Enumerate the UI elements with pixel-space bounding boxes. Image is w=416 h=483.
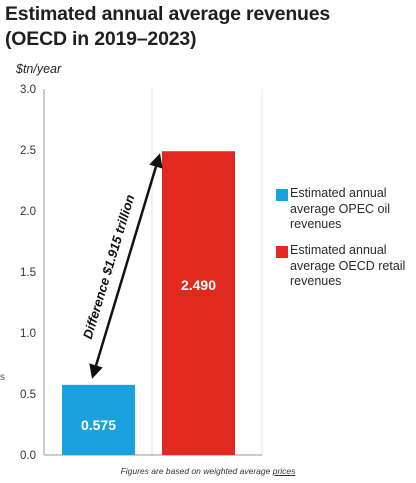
- difference-arrow-head-top: [149, 153, 163, 169]
- legend-opec-line-3: revenues: [290, 217, 342, 231]
- bar-value-label: 0.575: [81, 417, 116, 433]
- bar-value-label: 2.490: [181, 277, 216, 293]
- y-tick-label: 3.0: [20, 84, 36, 96]
- legend-opec-line-2: average OPEC oil: [290, 201, 391, 216]
- cropped-edge-character: s: [0, 372, 5, 383]
- chart-title-line-2: (OECD in 2019–2023): [5, 28, 197, 50]
- legend-oecd-line-3: revenues: [290, 274, 342, 288]
- bar-opec: [62, 384, 135, 455]
- y-tick-label: 0.5: [20, 389, 36, 401]
- difference-annotation-label: Difference $1.915 trillion: [80, 193, 138, 341]
- footnote-link-prices[interactable]: prices: [272, 466, 296, 476]
- legend-label-oecd: Estimated annual average OECD retail rev…: [290, 243, 414, 290]
- difference-arrow-shaft: [94, 166, 158, 366]
- footnote: Figures are based on weighted average pr…: [0, 466, 416, 476]
- bar-oecd: [162, 151, 235, 455]
- y-tick-label: 1.5: [20, 267, 36, 279]
- legend-opec-line-1: Estimated annual: [290, 186, 387, 200]
- chart-title-line-1: Estimated annual average revenues: [5, 3, 331, 25]
- y-axis-unit-label: $tn/year: [16, 62, 62, 76]
- chart-title: Estimated annual average revenues (OECD …: [5, 2, 330, 52]
- legend-oecd-line-2: average OECD retail: [290, 258, 406, 273]
- footnote-text: Figures are based on weighted average: [120, 466, 271, 476]
- y-tick-label: 0.0: [20, 450, 36, 462]
- y-tick-label: 2.5: [20, 145, 36, 157]
- y-tick-label: 1.0: [20, 328, 36, 340]
- y-tick-label: 2.0: [20, 206, 36, 218]
- legend-swatch-opec: [276, 189, 288, 201]
- difference-arrow-head-bottom: [89, 363, 103, 379]
- legend-swatch-oecd: [276, 246, 288, 258]
- legend-label-opec: Estimated annual average OPEC oil revenu…: [290, 186, 414, 233]
- legend-oecd-line-1: Estimated annual: [290, 243, 387, 257]
